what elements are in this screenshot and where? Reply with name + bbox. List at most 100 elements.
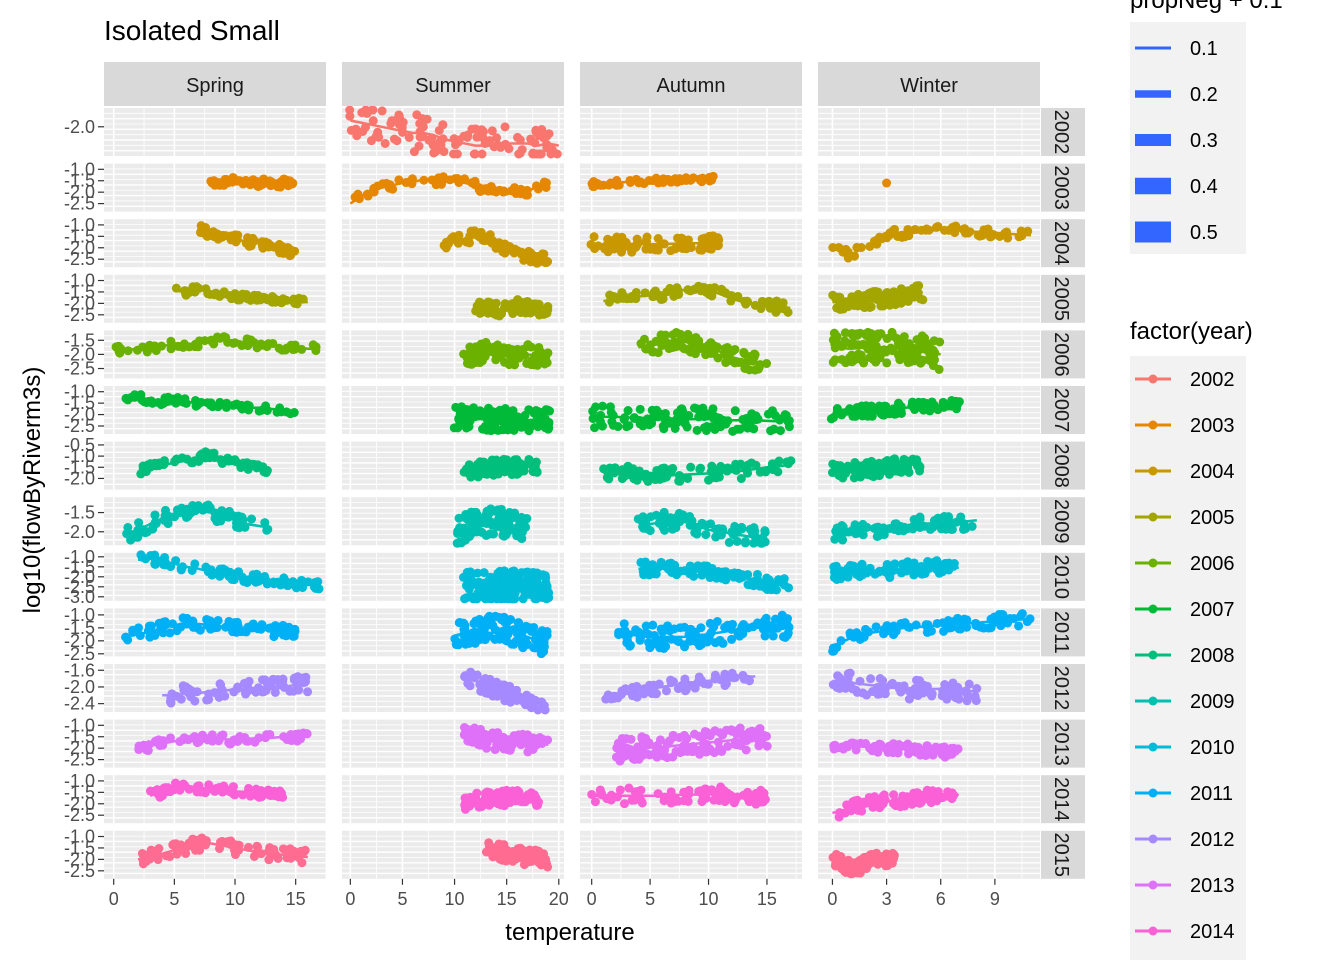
- data-point: [637, 732, 646, 741]
- data-point: [844, 669, 853, 678]
- data-point: [454, 539, 463, 548]
- panel: [104, 219, 326, 267]
- data-point: [654, 469, 663, 478]
- data-point: [177, 695, 186, 704]
- data-point: [368, 106, 377, 115]
- data-point: [627, 735, 636, 744]
- data-point: [390, 135, 399, 144]
- data-point: [618, 734, 627, 743]
- data-point: [471, 124, 480, 133]
- data-point: [713, 353, 722, 362]
- data-point: [721, 358, 730, 367]
- data-point: [513, 347, 522, 356]
- data-point: [506, 745, 515, 754]
- data-point: [707, 245, 716, 254]
- data-point: [506, 615, 515, 624]
- panel-background: [580, 108, 802, 156]
- data-point: [470, 150, 479, 159]
- panel-background: [818, 497, 1040, 545]
- data-point: [1014, 621, 1023, 630]
- data-point: [500, 635, 509, 644]
- data-point: [464, 516, 473, 525]
- data-point: [529, 745, 538, 754]
- data-point: [438, 120, 447, 129]
- data-point: [624, 421, 633, 430]
- data-point: [771, 308, 780, 317]
- data-point: [301, 673, 310, 682]
- data-point: [828, 647, 837, 656]
- data-point: [756, 724, 765, 733]
- data-point: [532, 150, 541, 159]
- data-point: [636, 405, 645, 414]
- series-2003-winter: [882, 179, 891, 188]
- data-point: [508, 309, 517, 318]
- data-point: [529, 733, 538, 742]
- data-point: [915, 512, 924, 521]
- data-point: [979, 624, 988, 633]
- data-point: [833, 671, 842, 680]
- data-point: [953, 614, 962, 623]
- data-point: [449, 150, 458, 159]
- data-point: [968, 522, 977, 531]
- data-point: [766, 426, 775, 435]
- data-point: [882, 179, 891, 188]
- data-point: [865, 459, 874, 468]
- data-point: [501, 122, 510, 131]
- data-point: [944, 512, 953, 521]
- data-point: [881, 348, 890, 357]
- data-point: [179, 683, 188, 692]
- data-point: [723, 742, 732, 751]
- data-point: [478, 133, 487, 142]
- data-point: [493, 522, 502, 531]
- data-point: [899, 456, 908, 465]
- data-point: [544, 425, 553, 434]
- data-point: [460, 594, 469, 603]
- panel-background: [104, 775, 326, 823]
- data-point: [590, 232, 599, 241]
- data-point: [739, 348, 748, 357]
- panel-background: [104, 108, 326, 156]
- data-point: [885, 301, 894, 310]
- data-point: [868, 687, 877, 696]
- data-point: [926, 356, 935, 365]
- data-point: [653, 407, 662, 416]
- data-point: [179, 613, 188, 622]
- data-point: [857, 351, 866, 360]
- data-point: [731, 406, 740, 415]
- data-point: [772, 296, 781, 305]
- data-point: [740, 364, 749, 373]
- data-point: [741, 537, 750, 546]
- data-point: [866, 674, 875, 683]
- data-point: [500, 566, 509, 575]
- data-point: [259, 687, 268, 696]
- data-point: [764, 410, 773, 419]
- data-point: [465, 422, 474, 431]
- data-point: [838, 536, 847, 545]
- data-point: [589, 414, 598, 423]
- data-point: [529, 467, 538, 476]
- data-point: [698, 404, 707, 413]
- data-point: [378, 106, 387, 115]
- data-point: [894, 351, 903, 360]
- data-point: [871, 332, 880, 341]
- data-point: [615, 292, 624, 301]
- data-point: [680, 623, 689, 632]
- data-point: [863, 402, 872, 411]
- data-point: [859, 358, 868, 367]
- data-point: [491, 731, 500, 740]
- data-point: [916, 359, 925, 368]
- data-point: [476, 687, 485, 696]
- data-point: [523, 340, 532, 349]
- data-point: [646, 512, 655, 521]
- data-point: [835, 684, 844, 693]
- data-point: [763, 742, 772, 751]
- data-point: [510, 509, 519, 518]
- data-point: [754, 741, 763, 750]
- data-point: [690, 404, 699, 413]
- data-point: [860, 303, 869, 312]
- data-point: [915, 676, 924, 685]
- data-point: [872, 622, 881, 631]
- panel: [818, 164, 1040, 212]
- data-point: [708, 404, 717, 413]
- data-point: [670, 624, 679, 633]
